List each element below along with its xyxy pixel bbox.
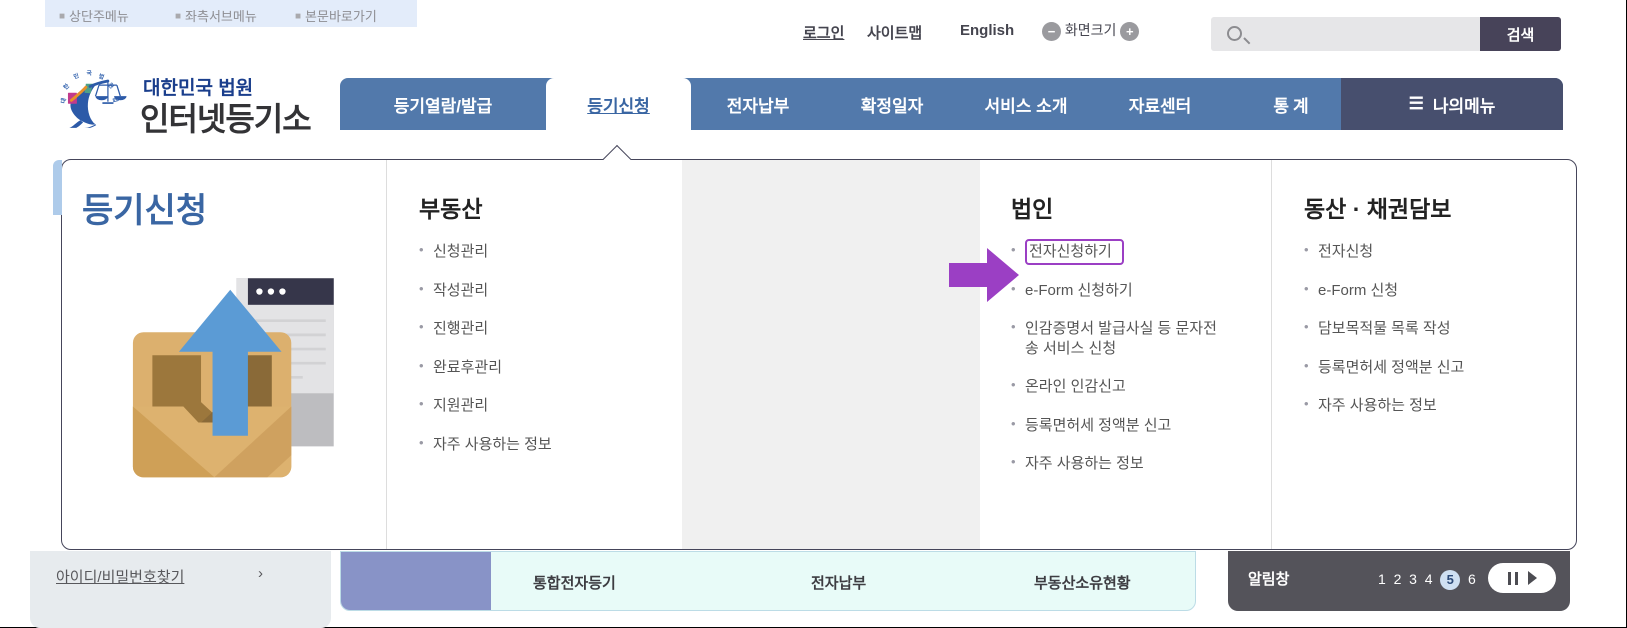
svg-text:국: 국	[87, 70, 93, 77]
svg-text:한: 한	[62, 82, 72, 92]
svg-text:법: 법	[98, 72, 106, 81]
svg-text:대: 대	[59, 97, 68, 104]
svg-text:민: 민	[72, 72, 80, 81]
